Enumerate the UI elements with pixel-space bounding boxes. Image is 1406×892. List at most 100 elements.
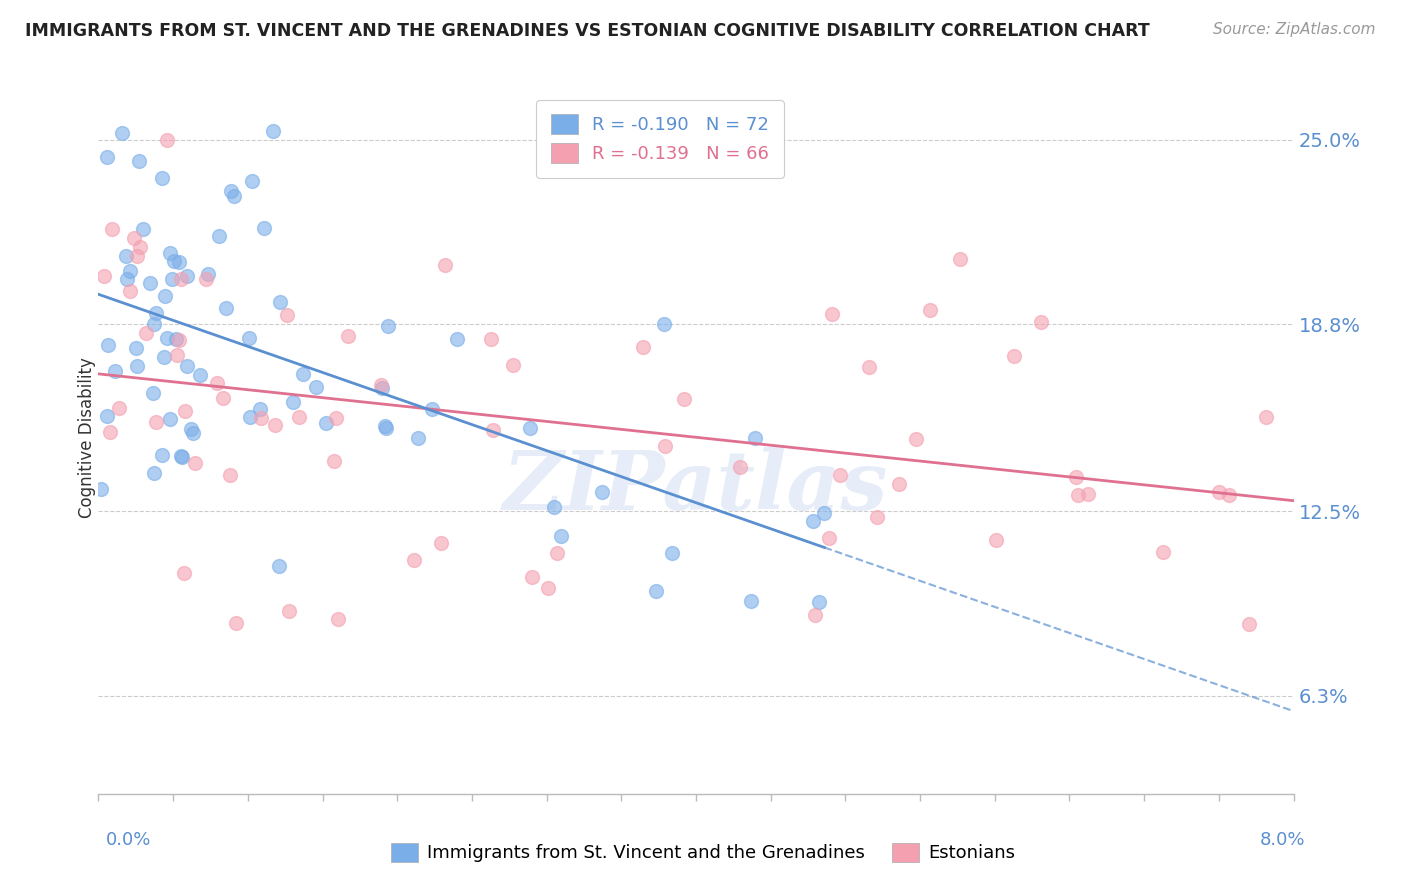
Point [986, 533, 1008, 548]
Point [125, 341, 148, 355]
Point [212, 391, 235, 405]
Point [153, 289, 176, 303]
Point [263, 418, 285, 433]
Point [176, 269, 198, 284]
Point [479, 332, 502, 346]
Point [801, 515, 824, 529]
Text: 8.0%: 8.0% [1260, 831, 1305, 849]
Point [173, 566, 195, 581]
Point [167, 333, 190, 347]
Point [197, 268, 219, 282]
Point [326, 611, 349, 625]
Point [305, 380, 328, 394]
Point [135, 326, 157, 340]
Point [156, 331, 179, 345]
Point [90, 483, 112, 497]
Point [337, 329, 360, 343]
Point [107, 401, 129, 416]
Point [807, 595, 830, 609]
Point [502, 358, 524, 372]
Point [239, 409, 262, 424]
Y-axis label: Cognitive Disability: Cognitive Disability [79, 357, 96, 517]
Point [519, 421, 541, 435]
Point [325, 411, 347, 425]
Point [173, 403, 195, 417]
Point [422, 402, 444, 417]
Point [744, 431, 766, 445]
Point [170, 449, 193, 463]
Point [205, 376, 228, 390]
Point [118, 284, 141, 298]
Point [125, 249, 148, 263]
Point [370, 381, 392, 395]
Text: ZIPatlas: ZIPatlas [503, 447, 889, 527]
Point [253, 220, 276, 235]
Point [1152, 545, 1174, 559]
Point [180, 422, 202, 436]
Point [821, 307, 844, 321]
Point [591, 484, 613, 499]
Point [160, 272, 183, 286]
Point [115, 272, 138, 286]
Point [145, 305, 167, 319]
Point [269, 294, 291, 309]
Point [550, 529, 572, 543]
Point [818, 531, 841, 545]
Point [887, 477, 910, 491]
Point [150, 170, 173, 185]
Point [537, 581, 560, 595]
Point [240, 174, 263, 188]
Point [166, 348, 188, 362]
Point [100, 222, 122, 236]
Point [125, 359, 148, 374]
Point [429, 536, 451, 550]
Point [277, 604, 299, 618]
Text: IMMIGRANTS FROM ST. VINCENT AND THE GRENADINES VS ESTONIAN COGNITIVE DISABILITY : IMMIGRANTS FROM ST. VINCENT AND THE GREN… [25, 22, 1150, 40]
Point [163, 253, 186, 268]
Point [374, 419, 396, 434]
Point [446, 332, 468, 346]
Point [153, 350, 176, 364]
Point [170, 272, 193, 286]
Point [114, 249, 136, 263]
Point [1218, 488, 1240, 502]
Point [434, 258, 457, 272]
Point [111, 126, 134, 140]
Point [262, 124, 284, 138]
Point [404, 553, 426, 567]
Point [97, 338, 120, 352]
Point [740, 594, 762, 608]
Point [165, 332, 187, 346]
Point [176, 359, 198, 374]
Point [170, 450, 193, 465]
Point [905, 432, 928, 446]
Point [188, 368, 211, 383]
Point [184, 457, 207, 471]
Point [93, 269, 115, 284]
Point [208, 229, 231, 244]
Point [520, 570, 543, 584]
Point [377, 318, 399, 333]
Point [1064, 470, 1087, 484]
Point [482, 423, 505, 437]
Point [1239, 616, 1261, 631]
Point [276, 308, 298, 322]
Point [866, 510, 889, 524]
Point [1031, 315, 1053, 329]
Point [159, 245, 181, 260]
Point [546, 546, 568, 560]
Point [98, 425, 121, 440]
Point [156, 133, 179, 147]
Point [96, 149, 118, 163]
Point [654, 439, 676, 453]
Point [652, 317, 675, 331]
Point [408, 431, 430, 445]
Point [219, 467, 242, 482]
Point [1254, 409, 1277, 424]
Legend: Immigrants from St. Vincent and the Grenadines, Estonians: Immigrants from St. Vincent and the Gren… [384, 836, 1022, 870]
Point [142, 467, 165, 481]
Point [215, 301, 238, 316]
Point [920, 303, 942, 318]
Point [128, 154, 150, 169]
Point [225, 616, 247, 631]
